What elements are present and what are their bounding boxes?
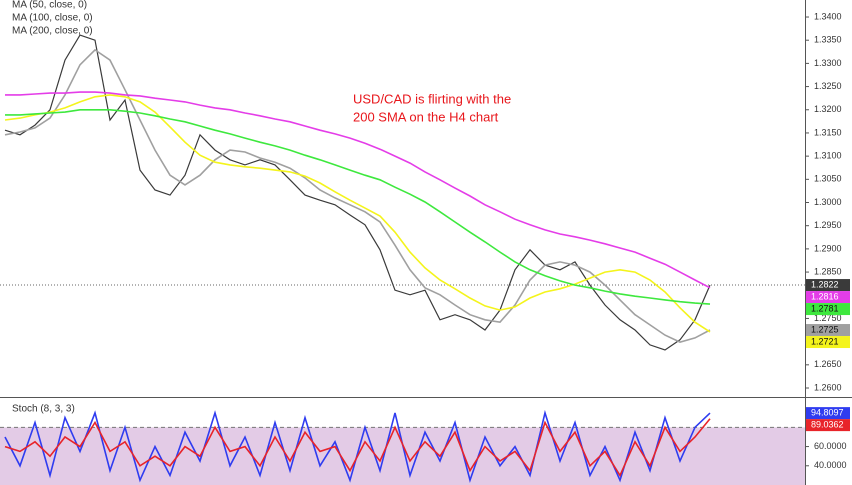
y-tick-label: 1.2950 [814,220,842,230]
price-badge-label: 1.2816 [811,291,839,301]
series-line [5,109,711,305]
price-badge-label: 94.8097 [811,407,844,417]
legend-entry: MA (50, close, 0) [12,0,87,11]
y-tick-label: 1.3400 [814,11,842,21]
y-tick-label: 1.2600 [814,382,842,392]
price-badge [806,336,850,349]
y-tick-label: 1.3200 [814,104,842,114]
legend-entry: MA (100, close, 0) [12,13,93,24]
price-badge [806,324,850,337]
series-line [4,418,711,478]
series-line [4,48,711,343]
y-tick-label: 1.2900 [814,243,842,253]
y-tick-label: 60.0000 [814,441,847,451]
series-line [5,91,711,289]
price-badge [806,279,850,292]
price-badge-label: 1.2725 [811,324,839,334]
price-badge-label: 89.0362 [811,419,844,429]
y-tick-label: 1.3350 [814,35,842,45]
y-tick-label: 1.3050 [814,174,842,184]
price-badge [806,407,850,420]
annotation: 200 SMA on the H4 chart [353,109,499,124]
price-badge [806,291,850,304]
price-badge-label: 1.2781 [811,303,839,313]
price-badge [806,419,850,432]
y-tick-label: 1.2750 [814,313,842,323]
stoch-band [0,427,805,485]
price-badge-label: 1.2721 [811,336,839,346]
annotation: USD/CAD is flirting with the [353,91,511,106]
series-line [4,94,711,333]
legend-entry: MA (200, close, 0) [12,26,93,37]
y-tick-label: 1.2650 [814,359,842,369]
series-line [4,409,711,483]
y-tick-label: 1.2850 [814,266,842,276]
stoch-title: Stoch (8, 3, 3) [12,404,75,415]
y-tick-label: 1.3250 [814,81,842,91]
price-badge-label: 1.2822 [811,279,839,289]
y-tick-label: 1.3150 [814,127,842,137]
y-tick-label: 1.3000 [814,197,842,207]
y-tick-label: 40.0000 [814,460,847,470]
y-tick-label: 1.3100 [814,151,842,161]
y-tick-label: 1.3300 [814,58,842,68]
price-badge [806,303,850,316]
